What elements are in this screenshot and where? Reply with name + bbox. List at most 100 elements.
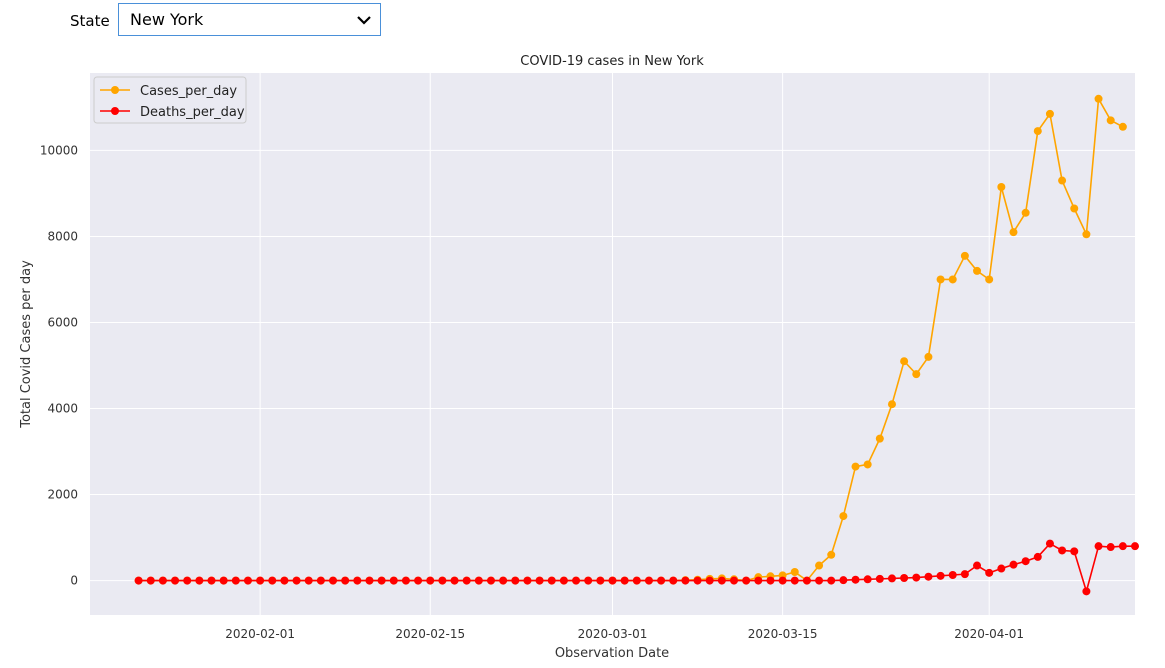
data-point — [766, 576, 775, 585]
data-point — [875, 574, 884, 583]
data-point — [936, 571, 945, 580]
data-point — [572, 576, 581, 585]
data-point — [644, 576, 653, 585]
data-point — [584, 576, 593, 585]
data-point — [973, 266, 982, 275]
data-point — [912, 370, 921, 379]
data-point — [997, 564, 1006, 573]
data-point — [547, 576, 556, 585]
data-point — [1094, 542, 1103, 551]
x-tick-label: 2020-04-01 — [954, 627, 1024, 641]
data-point — [608, 576, 617, 585]
y-tick-label: 2000 — [47, 488, 78, 502]
data-point — [1118, 122, 1127, 131]
data-point — [863, 460, 872, 469]
data-point — [1021, 208, 1030, 217]
data-point — [353, 576, 362, 585]
data-point — [450, 576, 459, 585]
data-point — [620, 576, 629, 585]
data-point — [195, 576, 204, 585]
data-point — [559, 576, 568, 585]
data-point — [948, 275, 957, 284]
data-point — [1082, 587, 1091, 596]
state-select[interactable]: New York — [118, 3, 381, 36]
data-point — [705, 576, 714, 585]
y-axis-label: Total Covid Cases per day — [19, 260, 34, 429]
y-tick-label: 6000 — [47, 315, 78, 329]
data-point — [499, 576, 508, 585]
data-point — [900, 357, 909, 366]
data-point — [997, 182, 1006, 191]
data-point — [365, 576, 374, 585]
data-point — [219, 576, 228, 585]
data-point — [985, 275, 994, 284]
data-point — [1058, 176, 1067, 185]
x-tick-label: 2020-03-15 — [748, 627, 818, 641]
data-point — [669, 576, 678, 585]
data-point — [887, 574, 896, 583]
state-select-value: New York — [130, 10, 204, 29]
data-point — [790, 576, 799, 585]
y-tick-label: 10000 — [40, 143, 78, 157]
data-point — [912, 573, 921, 582]
y-tick-label: 4000 — [47, 402, 78, 416]
data-point — [863, 575, 872, 584]
data-point — [486, 576, 495, 585]
chevron-down-icon[interactable] — [356, 6, 372, 46]
data-point — [693, 576, 702, 585]
data-point — [936, 275, 945, 284]
data-point — [596, 576, 605, 585]
data-point — [280, 576, 289, 585]
data-point — [717, 576, 726, 585]
y-tick-label: 0 — [70, 574, 78, 588]
data-point — [1094, 94, 1103, 103]
data-point — [134, 576, 143, 585]
data-point — [742, 576, 751, 585]
data-point — [389, 576, 398, 585]
data-point — [960, 251, 969, 260]
data-point — [1033, 127, 1042, 136]
legend-label-cases: Cases_per_day — [140, 84, 237, 99]
data-point — [292, 576, 301, 585]
data-point — [900, 574, 909, 583]
data-point — [754, 576, 763, 585]
data-point — [985, 568, 994, 577]
data-point — [1082, 230, 1091, 239]
data-point — [207, 576, 216, 585]
data-point — [316, 576, 325, 585]
data-point — [377, 576, 386, 585]
data-point — [304, 576, 313, 585]
data-point — [887, 400, 896, 409]
data-point — [474, 576, 483, 585]
data-point — [1070, 547, 1079, 556]
legend: Cases_per_day Deaths_per_day — [93, 76, 247, 124]
data-point — [511, 576, 520, 585]
data-point — [790, 567, 799, 576]
data-point — [1070, 204, 1079, 213]
data-point — [960, 570, 969, 579]
data-point — [815, 576, 824, 585]
x-tick-label: 2020-02-15 — [395, 627, 465, 641]
data-point — [1131, 542, 1139, 551]
series-Deaths_per_day — [134, 539, 1139, 596]
data-point — [851, 575, 860, 584]
data-point — [778, 576, 787, 585]
data-point — [1106, 543, 1115, 552]
data-point — [1009, 228, 1018, 237]
data-point — [158, 576, 167, 585]
data-point — [827, 550, 836, 559]
data-point — [839, 512, 848, 521]
data-point — [146, 576, 155, 585]
data-point — [839, 576, 848, 585]
data-point — [681, 576, 690, 585]
data-point — [924, 572, 933, 581]
x-tick-label: 2020-03-01 — [578, 627, 648, 641]
data-point — [1106, 116, 1115, 125]
data-point — [401, 576, 410, 585]
data-point — [341, 576, 350, 585]
data-point — [171, 576, 180, 585]
data-point — [827, 576, 836, 585]
data-point — [256, 576, 265, 585]
data-point — [1021, 557, 1030, 566]
data-point — [243, 576, 252, 585]
